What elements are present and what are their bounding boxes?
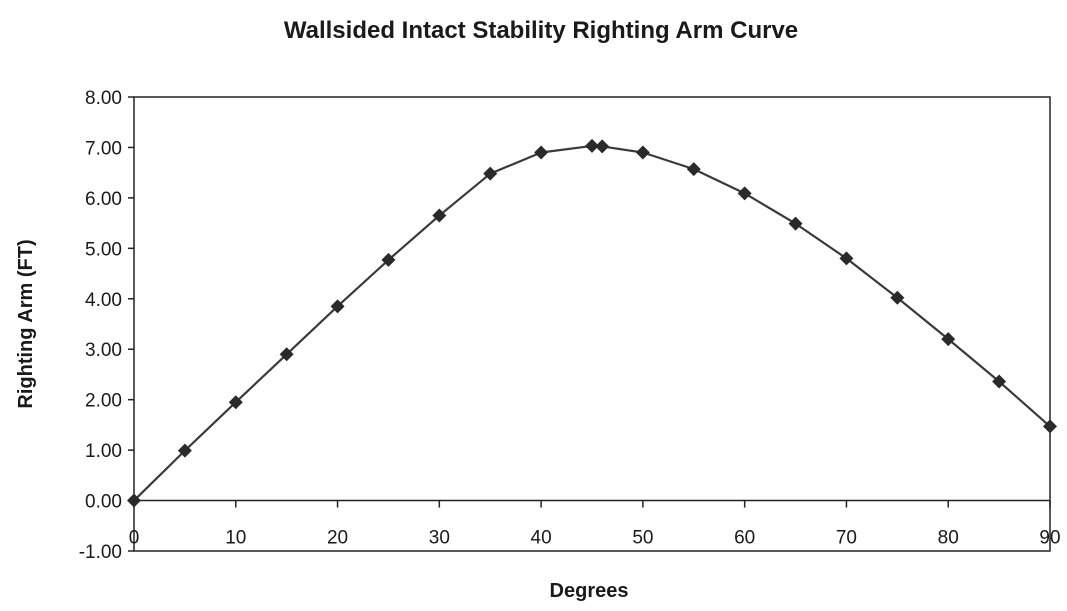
y-ticks: -1.00 0.00 1.00 2.00 3.00 4.00 5.00 6.00 7.00 8.0… <box>79 88 134 563</box>
x-ticks: 0 10 20 30 40 50 60 70 80 90 <box>129 500 1061 549</box>
data-point-marker <box>686 162 701 177</box>
y-tick-label: 3.00 <box>85 340 122 361</box>
y-tick-label: 1.00 <box>85 441 122 462</box>
plot-frame <box>133 96 1051 552</box>
x-tick-label: 30 <box>429 528 450 549</box>
data-point-marker <box>1043 419 1057 434</box>
x-tick-label: 10 <box>225 528 246 549</box>
x-tick-label: 70 <box>836 528 857 549</box>
series-layer <box>127 138 1057 508</box>
data-point-marker <box>737 186 752 201</box>
x-tick-label: 0 <box>129 528 140 549</box>
data-point-marker <box>992 374 1007 389</box>
y-tick-label: 2.00 <box>85 391 122 412</box>
x-axis-title: Degrees <box>550 580 629 602</box>
data-point-marker <box>279 347 294 362</box>
x-tick-label: 40 <box>531 528 552 549</box>
x-tick-label: 80 <box>938 528 959 549</box>
data-point-marker <box>890 290 905 305</box>
y-tick-label: -1.00 <box>79 542 122 563</box>
y-tick-label: 0.00 <box>85 492 122 513</box>
data-point-marker <box>432 208 447 223</box>
plot-area: 0 10 20 30 40 50 60 70 80 90 -1.00 0.00 1.00 2.00 3.0… <box>79 88 1061 563</box>
data-point-marker <box>595 139 610 154</box>
y-tick-label: 6.00 <box>85 189 122 210</box>
x-tick-label: 50 <box>632 528 653 549</box>
x-tick-label: 20 <box>327 528 348 549</box>
chart-title: Wallsided Intact Stability Righting Arm … <box>284 17 798 44</box>
y-tick-label: 4.00 <box>85 290 122 311</box>
data-point-marker <box>534 145 549 160</box>
y-tick-label: 7.00 <box>85 138 122 159</box>
data-point-marker <box>585 138 599 153</box>
data-point-marker <box>839 251 854 266</box>
data-point-marker <box>177 443 192 458</box>
data-point-marker <box>228 395 243 410</box>
data-point-marker <box>483 166 498 181</box>
y-tick-label: 8.00 <box>85 88 122 109</box>
data-point-marker <box>788 216 803 231</box>
data-point-marker <box>941 332 956 347</box>
x-tick-label: 90 <box>1039 528 1060 549</box>
data-point-marker <box>381 252 396 267</box>
x-tick-label: 60 <box>734 528 755 549</box>
y-tick-label: 5.00 <box>85 239 122 260</box>
data-point-marker <box>127 493 141 508</box>
data-point-marker <box>635 145 650 160</box>
y-axis-title: Righting Arm (FT) <box>15 239 37 408</box>
data-point-marker <box>330 299 345 314</box>
series-line <box>133 144 1051 502</box>
